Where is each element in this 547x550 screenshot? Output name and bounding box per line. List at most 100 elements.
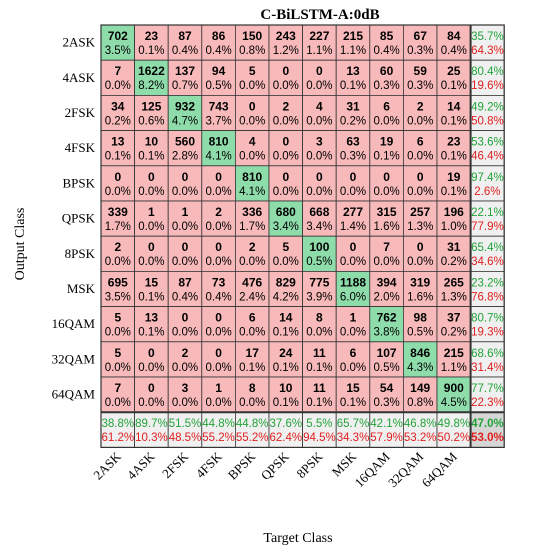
row-summary-cell [470, 235, 505, 272]
cell-percent: 0.1% [306, 362, 332, 374]
cell-percent: 1.7% [239, 221, 265, 233]
diagonal-cell [201, 130, 236, 167]
cell-count: 107 [377, 346, 397, 360]
cell-count: 87 [178, 275, 192, 289]
col-correct-percent: 65.7% [337, 418, 370, 430]
cell-count: 11 [313, 381, 326, 395]
off-diagonal-cell [369, 130, 404, 167]
off-diagonal-cell [167, 130, 203, 167]
cell-percent: 0.5% [306, 256, 332, 268]
cell-count: 560 [175, 135, 195, 149]
cell-count: 0 [215, 311, 222, 325]
col-correct-percent: 44.8% [202, 418, 235, 430]
cell-count: 10 [279, 381, 293, 395]
cell-count: 932 [175, 99, 195, 113]
cell-count: 339 [108, 205, 128, 219]
off-diagonal-cell [234, 59, 270, 96]
cell-count: 0 [215, 170, 222, 184]
col-correct-percent: 89.7% [135, 418, 168, 430]
cell-percent: 4.1% [239, 186, 265, 198]
cell-count: 2 [249, 240, 256, 254]
cell-percent: 0.0% [138, 397, 164, 409]
cell-percent: 0.0% [172, 362, 198, 374]
col-error-percent: 94.5% [303, 432, 336, 444]
cell-count: 5 [114, 311, 121, 325]
cell-percent: 0.2% [340, 115, 366, 127]
cell-count: 2 [282, 99, 289, 113]
off-diagonal-cell [436, 270, 471, 307]
cell-count: 0 [148, 381, 155, 395]
off-diagonal-cell [268, 235, 303, 272]
cell-count: 2 [215, 205, 222, 219]
cell-percent: 0.0% [205, 362, 231, 374]
cell-count: 31 [447, 240, 461, 254]
off-diagonal-cell [402, 24, 438, 61]
off-diagonal-cell [335, 306, 371, 343]
y-tick-label: BPSK [62, 175, 95, 190]
cell-percent: 0.2% [441, 327, 467, 339]
x-tick-label: 2ASK [90, 448, 124, 482]
cell-percent: 0.0% [205, 186, 231, 198]
cell-percent: 0.5% [407, 327, 433, 339]
x-tick-label: 32QAM [385, 449, 427, 491]
row-correct-percent: 22.1% [471, 207, 504, 219]
off-diagonal-cell [436, 235, 471, 272]
off-diagonal-cell [234, 341, 270, 378]
row-error-percent: 31.4% [471, 362, 504, 374]
off-diagonal-cell [436, 200, 471, 237]
cell-count: 3 [182, 381, 189, 395]
cell-count: 31 [346, 99, 360, 113]
cell-percent: 4.7% [172, 115, 198, 127]
cell-count: 0 [249, 99, 256, 113]
cell-percent: 0.0% [172, 327, 198, 339]
cell-percent: 1.7% [105, 221, 131, 233]
diagonal-cell [100, 24, 135, 61]
cell-count: 86 [212, 29, 226, 43]
cell-count: 846 [410, 346, 430, 360]
cell-count: 265 [444, 275, 464, 289]
off-diagonal-cell [167, 165, 203, 202]
cell-count: 67 [414, 29, 428, 43]
cell-count: 695 [108, 275, 128, 289]
x-tick-label: 2FSK [159, 448, 191, 480]
cell-count: 7 [383, 240, 390, 254]
cell-count: 0 [282, 64, 289, 78]
cell-count: 0 [182, 311, 189, 325]
row-summary-cell [470, 376, 505, 413]
cell-percent: 0.1% [306, 397, 332, 409]
off-diagonal-cell [369, 341, 404, 378]
col-error-percent: 34.3% [337, 432, 370, 444]
diagonal-cell [369, 306, 404, 343]
cell-percent: 0.0% [239, 80, 265, 92]
row-correct-percent: 35.7% [471, 31, 504, 43]
cell-count: 60 [380, 64, 394, 78]
cell-percent: 0.0% [273, 115, 299, 127]
cell-count: 810 [242, 170, 262, 184]
cell-count: 2 [182, 346, 189, 360]
cell-count: 137 [175, 64, 195, 78]
cell-count: 900 [444, 381, 464, 395]
row-error-percent: 46.4% [471, 151, 504, 163]
cell-count: 98 [414, 311, 428, 325]
y-tick-label: MSK [67, 281, 96, 296]
cell-count: 17 [246, 346, 260, 360]
x-tick-label: 8PSK [293, 448, 325, 480]
cell-count: 0 [316, 170, 323, 184]
col-error-percent: 55.2% [236, 432, 269, 444]
off-diagonal-cell [302, 165, 337, 202]
off-diagonal-cell [369, 235, 404, 272]
cell-count: 762 [377, 311, 397, 325]
off-diagonal-cell [268, 341, 303, 378]
cell-count: 6 [249, 311, 256, 325]
cell-percent: 0.3% [373, 397, 399, 409]
row-correct-percent: 80.7% [471, 313, 504, 325]
row-error-percent: 77.9% [471, 221, 504, 233]
cell-count: 6 [350, 346, 357, 360]
cell-count: 1622 [138, 64, 165, 78]
off-diagonal-cell [201, 341, 236, 378]
cell-count: 150 [242, 29, 262, 43]
off-diagonal-cell [335, 376, 371, 413]
cell-percent: 0.0% [239, 256, 265, 268]
cell-count: 0 [148, 346, 155, 360]
cell-count: 34 [111, 99, 125, 113]
